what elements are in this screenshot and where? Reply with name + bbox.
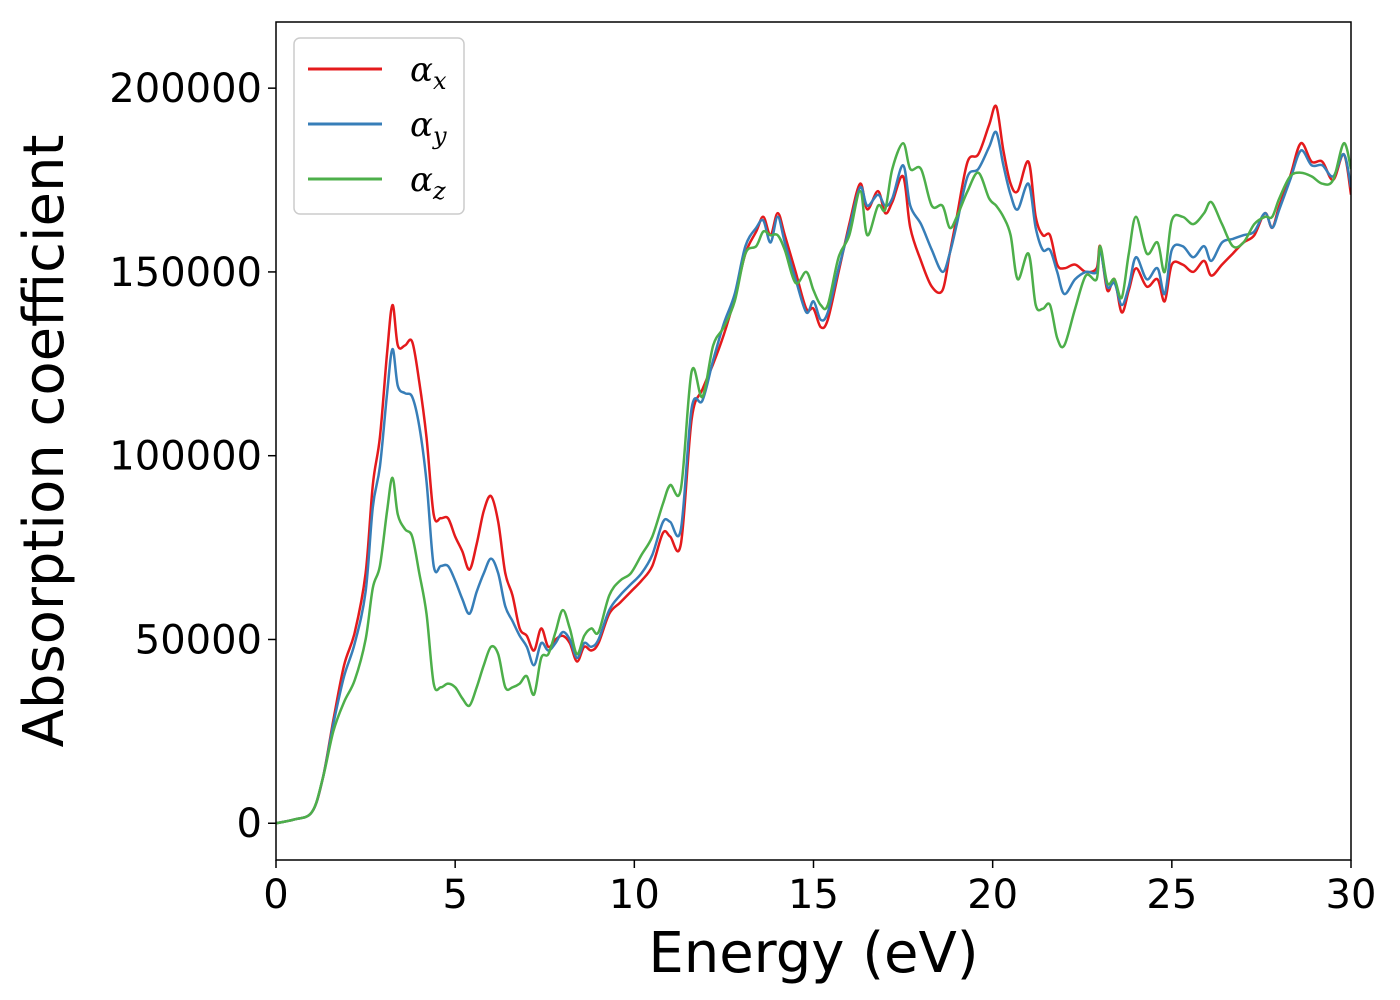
x-axis-label: Energy (eV) xyxy=(648,921,978,986)
series-line-z xyxy=(276,142,1351,825)
x-tick-label: 20 xyxy=(967,872,1018,918)
legend-label-x: αx xyxy=(410,50,447,95)
series-line-y xyxy=(276,130,1351,825)
x-tick-label: 0 xyxy=(263,872,288,918)
y-tick-label: 50000 xyxy=(135,617,262,663)
y-tick-label: 200000 xyxy=(109,66,262,112)
x-tick-label: 10 xyxy=(609,872,660,918)
x-tick-label: 15 xyxy=(788,872,839,918)
series-layer xyxy=(276,104,1351,825)
ticks-layer: 0 5 10 15 20 25 30 0 50000 100000 150000 200000 xyxy=(109,66,1376,918)
x-tick-label: 30 xyxy=(1326,872,1377,918)
y-tick-label: 100000 xyxy=(109,434,262,480)
x-tick-label: 5 xyxy=(442,872,467,918)
y-axis-label: Absorption coefficient xyxy=(12,135,77,748)
series-line-x xyxy=(276,104,1351,825)
y-tick-label: 150000 xyxy=(109,250,262,296)
legend-box xyxy=(293,37,465,215)
y-tick-label: 0 xyxy=(237,801,262,847)
x-tick-label: 25 xyxy=(1146,872,1197,918)
